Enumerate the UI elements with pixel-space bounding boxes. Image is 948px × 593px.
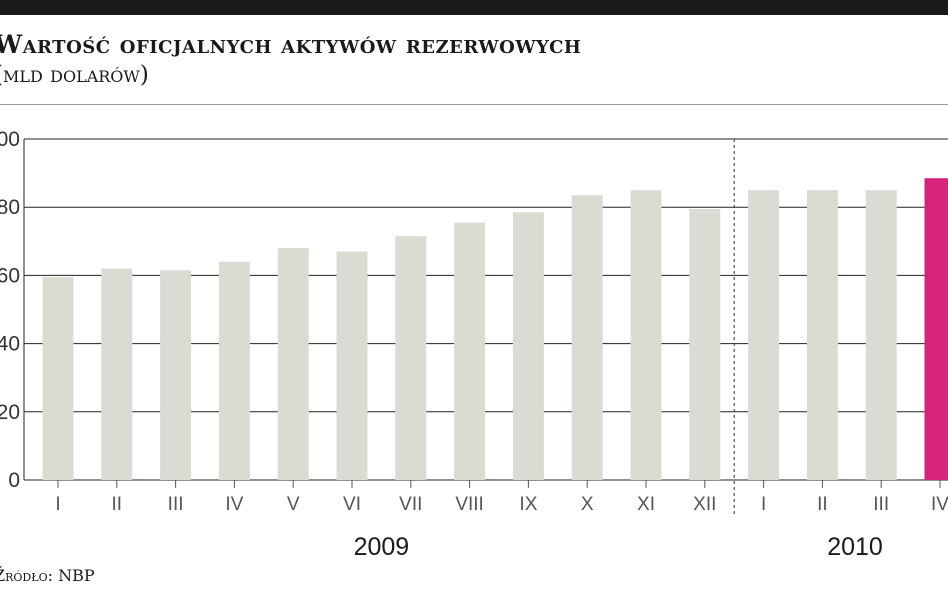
y-tick-labels: 0 20 40 60 80 100 <box>0 128 20 492</box>
bar <box>277 248 309 480</box>
bar <box>101 268 133 480</box>
x-tick-label: IX <box>519 494 537 515</box>
bar <box>336 251 368 480</box>
source-note: Źródło: NBP <box>0 566 95 585</box>
bar <box>689 208 721 480</box>
x-tick-label: IV <box>931 494 948 515</box>
x-tick-label: VI <box>343 494 361 515</box>
x-tick-label: V <box>287 494 300 515</box>
x-tick-label: I <box>55 494 60 515</box>
bar <box>865 190 897 480</box>
bar-chart: 020406080100 IIIIIIIVVVIVIIVIIIIXXXIXIII… <box>0 128 948 561</box>
bar <box>395 236 427 480</box>
year-label: 2010 <box>827 533 883 561</box>
y-tick-label: 60 <box>0 264 20 287</box>
bar <box>630 190 662 480</box>
bar <box>571 195 603 480</box>
x-tick-label: VII <box>399 494 422 515</box>
y-tick-label: 80 <box>0 196 20 219</box>
bar <box>160 270 192 480</box>
bar <box>42 277 74 480</box>
bars <box>42 178 948 481</box>
x-tick-label: X <box>581 494 594 515</box>
x-tick-labels: I II III IV V VI VII VIII IX X XI XII I II III IV <box>55 480 948 515</box>
x-tick-label: II <box>112 494 123 515</box>
year-label: 2009 <box>354 533 410 561</box>
x-tick-label: I <box>761 494 766 515</box>
y-tick-label: 0 <box>8 469 20 492</box>
bar <box>748 190 780 480</box>
bar <box>454 222 486 481</box>
bar <box>924 178 948 480</box>
chart-subtitle: (mld dolarów) <box>0 62 149 88</box>
bar <box>218 261 250 480</box>
y-tick-label: 20 <box>0 401 20 424</box>
year-labels: 2009 2010 <box>354 533 883 561</box>
x-tick-label: XI <box>637 494 655 515</box>
x-tick-label: VIII <box>455 494 484 515</box>
bar <box>806 190 838 480</box>
y-tick-label: 40 <box>0 333 20 356</box>
top-bar <box>0 0 948 15</box>
y-tick-label: 100 <box>0 128 20 151</box>
title-divider <box>0 104 948 105</box>
x-tick-label: II <box>817 494 828 515</box>
chart-title: Wartość oficjalnych aktywów rezerwowych <box>0 30 582 59</box>
x-tick-label: XII <box>693 494 716 515</box>
x-tick-label: III <box>873 494 889 515</box>
x-tick-label: IV <box>225 494 243 515</box>
bar <box>512 212 544 480</box>
x-tick-label: III <box>168 494 184 515</box>
